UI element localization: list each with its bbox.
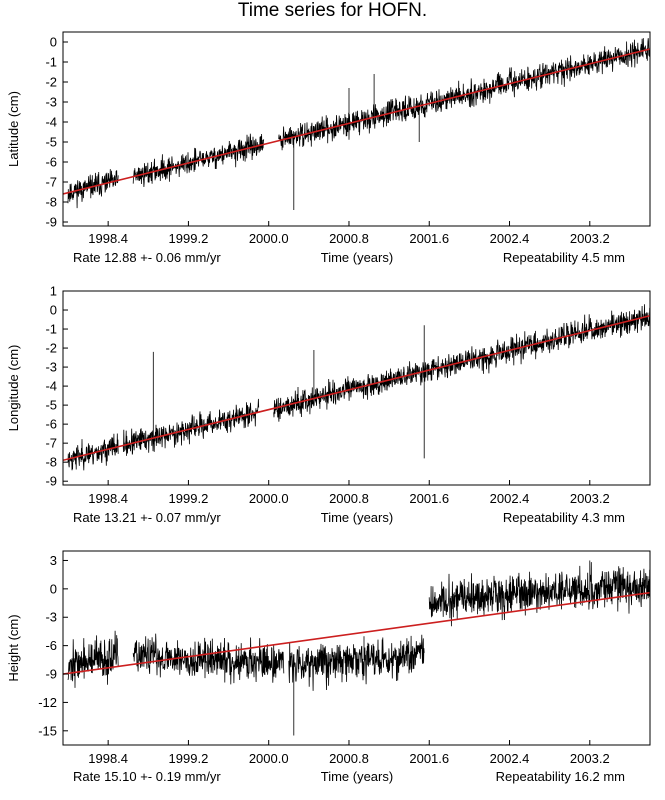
y-tick-label: -8 xyxy=(45,455,57,470)
y-tick-label: -4 xyxy=(45,379,57,394)
x-tick-label: 2003.2 xyxy=(570,231,610,246)
y-axis-title: Longitude (cm) xyxy=(6,345,21,432)
x-tick-label: 2002.4 xyxy=(490,751,530,766)
x-tick-label: 2000.0 xyxy=(249,231,289,246)
x-tick-label: 1999.2 xyxy=(169,751,209,766)
y-tick-label: -6 xyxy=(45,417,57,432)
x-axis-title: Time (years) xyxy=(321,250,393,265)
y-tick-label: -9 xyxy=(45,474,57,489)
x-tick-label: 1999.2 xyxy=(169,231,209,246)
y-tick-label: -3 xyxy=(45,360,57,375)
y-tick-label: 0 xyxy=(50,581,57,596)
x-tick-label: 2000.8 xyxy=(329,751,369,766)
x-tick-label: 1999.2 xyxy=(169,491,209,506)
page-title: Time series for HOFN. xyxy=(237,0,428,21)
panel-3: 3 0 -3 -6 -9 -12 -15 1998.4 1999.2 2000.0 2000.8 20… xyxy=(6,550,651,784)
x-tick-label: 2002.4 xyxy=(490,231,530,246)
x-tick-label: 1998.4 xyxy=(88,751,128,766)
y-tick-label: -9 xyxy=(45,667,57,682)
y-tick-label: -6 xyxy=(45,155,57,170)
y-tick-label: -4 xyxy=(45,115,57,130)
y-tick-label: -9 xyxy=(45,215,57,230)
y-tick-label: -8 xyxy=(45,195,57,210)
x-tick-label: 1998.4 xyxy=(88,491,128,506)
y-tick-label: -1 xyxy=(45,55,57,70)
series-line xyxy=(67,38,650,210)
y-tick-label: -15 xyxy=(38,723,57,738)
x-tick-label: 2000.8 xyxy=(329,231,369,246)
plot-frame xyxy=(62,290,651,486)
x-tick-label: 2001.6 xyxy=(409,231,449,246)
y-tick-label: -12 xyxy=(38,695,57,710)
y-tick-label: -6 xyxy=(45,638,57,653)
trend-line xyxy=(63,314,650,462)
y-tick-label: 0 xyxy=(50,35,57,50)
x-tick-label: 2002.4 xyxy=(490,491,530,506)
y-tick-label: -3 xyxy=(45,610,57,625)
x-axis-title: Time (years) xyxy=(321,769,393,784)
panel-2: 1 0 -1 -2 -3 -4 -5 -6 -7 -8 -9 1998.4 1999.2 2000.0 20… xyxy=(6,284,651,525)
trend-line xyxy=(63,48,650,195)
y-tick-label: 1 xyxy=(50,284,57,299)
y-tick-label: 0 xyxy=(50,303,57,318)
x-tick-label: 1998.4 xyxy=(88,231,128,246)
y-tick-label: -7 xyxy=(45,175,57,190)
y-tick-label: -1 xyxy=(45,322,57,337)
panel-1: 0 -1 -2 -3 -4 -5 -6 -7 -8 -9 1998.4 1999.2 2000.0 200… xyxy=(6,31,651,265)
y-tick-label: -3 xyxy=(45,95,57,110)
y-tick-label: 3 xyxy=(50,553,57,568)
y-axis-title: Height (cm) xyxy=(6,614,21,681)
series-line xyxy=(67,304,650,471)
rate-text: Rate 15.10 +- 0.19 mm/yr xyxy=(73,769,221,784)
y-tick-label: -5 xyxy=(45,398,57,413)
x-tick-label: 2003.2 xyxy=(570,751,610,766)
x-tick-label: 2000.8 xyxy=(329,491,369,506)
x-tick-label: 2003.2 xyxy=(570,491,610,506)
plot-frame xyxy=(62,31,651,227)
x-tick-label: 2000.0 xyxy=(249,491,289,506)
plot-frame xyxy=(62,550,651,746)
x-tick-label: 2000.0 xyxy=(249,751,289,766)
trend-line xyxy=(63,591,650,675)
y-tick-label: -2 xyxy=(45,341,57,356)
y-tick-label: -7 xyxy=(45,436,57,451)
repeatability-text: Repeatability 4.3 mm xyxy=(503,510,625,525)
repeatability-text: Repeatability 16.2 mm xyxy=(496,769,625,784)
repeatability-text: Repeatability 4.5 mm xyxy=(503,250,625,265)
y-tick-label: -2 xyxy=(45,75,57,90)
y-axis-title: Latitude (cm) xyxy=(6,91,21,167)
rate-text: Rate 12.88 +- 0.06 mm/yr xyxy=(73,250,221,265)
x-axis-title: Time (years) xyxy=(321,510,393,525)
y-tick-label: -5 xyxy=(45,135,57,150)
x-tick-label: 2001.6 xyxy=(409,491,449,506)
series-line xyxy=(67,560,650,736)
x-tick-label: 2001.6 xyxy=(409,751,449,766)
rate-text: Rate 13.21 +- 0.07 mm/yr xyxy=(73,510,221,525)
